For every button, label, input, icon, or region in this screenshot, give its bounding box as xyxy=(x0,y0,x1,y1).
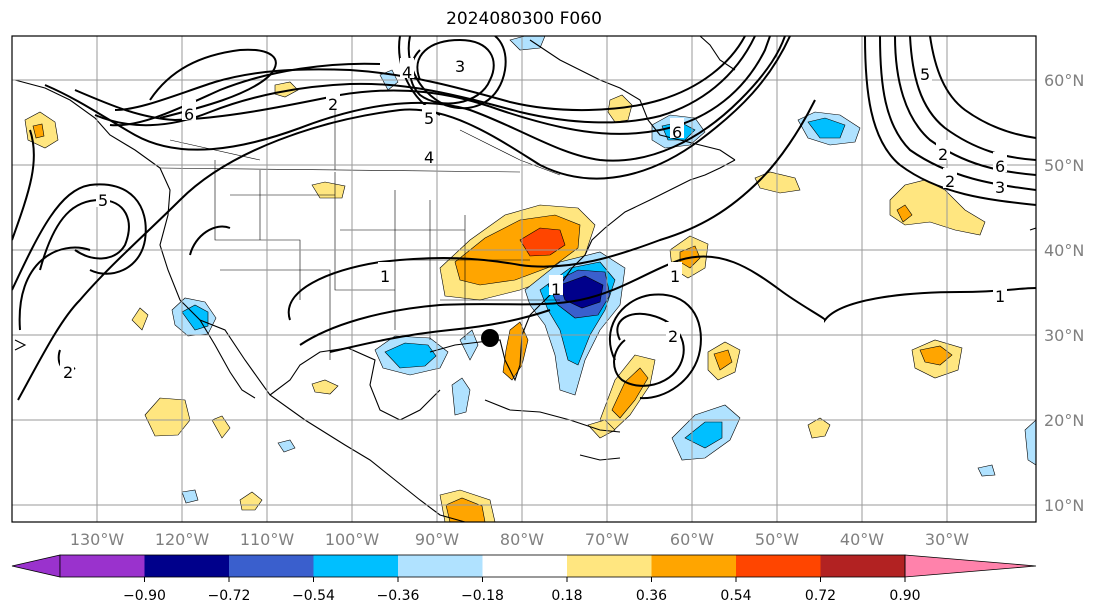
colorbar-tick-label: −0.90 xyxy=(123,588,166,604)
anomaly-positive-region xyxy=(889,179,986,236)
contour-label: 3 xyxy=(455,57,465,76)
anomaly-negative-region xyxy=(684,421,723,449)
anomaly-positive-region xyxy=(807,417,831,439)
anomaly-positive-region xyxy=(211,415,231,439)
lon-tick-label: 110°W xyxy=(240,530,295,549)
contour-label: 6 xyxy=(672,123,682,142)
anomaly-positive-region xyxy=(311,379,339,395)
contour-label: 2 xyxy=(945,172,955,191)
lon-tick-label: 130°W xyxy=(70,530,125,549)
anomaly-negative-region xyxy=(384,342,437,369)
anomaly-negative-region xyxy=(1024,419,1036,466)
lon-tick-label: 90°W xyxy=(415,530,459,549)
colorbar-segment xyxy=(736,555,821,577)
colorbar-segment xyxy=(398,555,483,577)
lon-tick-label: 50°W xyxy=(755,530,799,549)
contour-label: 6 xyxy=(995,157,1005,176)
colorbar-tick-label: −0.18 xyxy=(461,588,504,604)
contour-label: 2 xyxy=(668,327,678,346)
latitude-labels: 10°N 20°N 30°N 40°N 50°N 60°N xyxy=(1044,71,1084,515)
contour-label: 5 xyxy=(424,109,434,128)
colorbar-tick-label: −0.36 xyxy=(377,588,420,604)
lon-tick-label: 100°W xyxy=(325,530,380,549)
colorbar-segment xyxy=(313,555,398,577)
map-border xyxy=(11,35,1037,523)
contour-label: 1 xyxy=(995,287,1005,306)
colorbar-tick-label: −0.72 xyxy=(208,588,251,604)
anomaly-positive-region xyxy=(131,307,149,331)
colorbar-tick-label: 0.54 xyxy=(720,588,751,604)
contour-label: 5 xyxy=(920,65,930,84)
colorbar-tick-label: 0.36 xyxy=(636,588,667,604)
anomaly-positive-region xyxy=(713,349,733,371)
colorbar-segment xyxy=(482,555,567,577)
lat-tick-label: 10°N xyxy=(1044,496,1084,515)
lon-tick-label: 30°W xyxy=(925,530,969,549)
lat-tick-label: 60°N xyxy=(1044,71,1084,90)
anomaly-positive-region xyxy=(311,181,346,199)
contour-label: 1 xyxy=(551,280,561,299)
lon-tick-label: 70°W xyxy=(585,530,629,549)
colorbar-segment xyxy=(820,555,905,577)
colorbar-segment xyxy=(144,555,229,577)
anomaly-positive-region xyxy=(445,497,486,522)
lat-tick-label: 30°N xyxy=(1044,326,1084,345)
anomaly-negative-region xyxy=(807,117,846,139)
longitude-labels: 130°W 120°W 110°W 100°W 90°W 80°W 70°W 6… xyxy=(70,530,969,549)
lon-tick-label: 120°W xyxy=(155,530,210,549)
contour-label: 5 xyxy=(98,191,108,210)
colorbar-tick-label: 0.90 xyxy=(889,588,920,604)
contour-label: 2 xyxy=(63,363,73,382)
anomaly-negative-region xyxy=(451,377,471,416)
colorbar-tick-label: −0.54 xyxy=(292,588,335,604)
anomaly-negative-region xyxy=(181,304,209,331)
anomaly-positive-region xyxy=(519,227,566,257)
anomaly-positive-region xyxy=(896,204,913,223)
lon-tick-label: 40°W xyxy=(840,530,884,549)
contour-lines xyxy=(12,36,1036,401)
anomaly-negative-region xyxy=(181,489,199,504)
lat-tick-label: 40°N xyxy=(1044,241,1084,260)
colorbar-segment xyxy=(567,555,652,577)
contour-label: 6 xyxy=(184,105,194,124)
contour-label-group: 5 2 6 1 5 4 3 2 6 1 1 2 1 2 2 6 5 3 4 xyxy=(60,52,1007,382)
anomaly-positive-region xyxy=(32,123,45,139)
contour-label: 4 xyxy=(402,63,412,82)
storm-center-dot xyxy=(481,329,499,347)
graticule xyxy=(12,36,1036,522)
contour-label: 3 xyxy=(995,178,1005,197)
contour-label: 1 xyxy=(380,267,390,286)
anomaly-negative-region xyxy=(459,329,479,361)
contour-label: 2 xyxy=(938,145,948,164)
anomaly-positive-region xyxy=(919,345,953,366)
lon-tick-label: 60°W xyxy=(670,530,714,549)
colorbar: −0.90 −0.72 −0.54 −0.36 −0.18 0.18 0.36 … xyxy=(11,554,1037,604)
colorbar-tick-label: 0.18 xyxy=(551,588,582,604)
colorbar-extend-high xyxy=(904,554,1037,578)
colorbar-segment xyxy=(60,555,145,577)
lat-tick-label: 50°N xyxy=(1044,156,1084,175)
anomaly-negative-region xyxy=(559,275,604,309)
colorbar-segment xyxy=(651,555,736,577)
contour-label: 2 xyxy=(328,95,338,114)
contour-label: 4 xyxy=(424,148,434,167)
anomaly-negative-region xyxy=(277,439,296,453)
colorbar-extend-low xyxy=(11,554,61,578)
coastlines xyxy=(14,36,1036,522)
lon-tick-label: 80°W xyxy=(500,530,544,549)
anomaly-positive-region xyxy=(587,419,616,439)
colorbar-segment xyxy=(229,555,314,577)
lat-tick-label: 20°N xyxy=(1044,411,1084,430)
colorbar-tick-label: 0.72 xyxy=(805,588,836,604)
map-title: 2024080300 F060 xyxy=(446,9,602,29)
anomaly-negative-region xyxy=(977,464,996,477)
contour-label: 1 xyxy=(670,267,680,286)
